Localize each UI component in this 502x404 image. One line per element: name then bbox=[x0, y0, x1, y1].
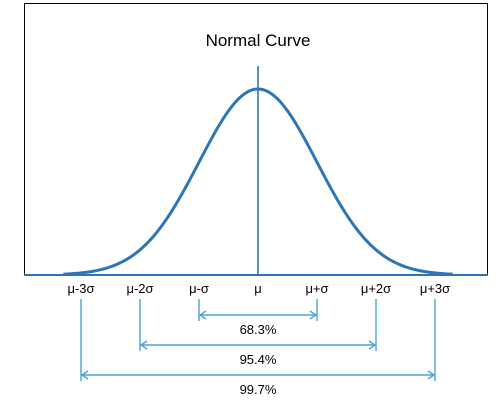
x-tick-label: μ+σ bbox=[305, 281, 328, 296]
interval-arrowhead-right bbox=[427, 370, 436, 380]
normal-curve-line bbox=[63, 87, 453, 276]
interval-bracket: 99.7% bbox=[80, 299, 436, 397]
interval-arrowhead-left bbox=[198, 310, 207, 320]
x-tick-labels: μ-3σ μ-2σ μ-σ μ μ+σ μ+2σ μ+3σ bbox=[67, 281, 450, 296]
x-tick-label: μ-3σ bbox=[67, 281, 94, 296]
interval-bracket: 95.4% bbox=[139, 299, 377, 367]
x-tick-label: μ+3σ bbox=[420, 281, 450, 296]
interval-brackets: 68.3% 95.4% 99.7% bbox=[80, 299, 436, 397]
chart-title: Normal Curve bbox=[206, 31, 311, 50]
interval-percent-label: 99.7% bbox=[240, 382, 277, 397]
interval-percent-label: 95.4% bbox=[240, 352, 277, 367]
interval-bracket: 68.3% bbox=[198, 299, 318, 337]
plot-frame bbox=[24, 3, 488, 276]
x-tick-label: μ-σ bbox=[189, 281, 209, 296]
interval-percent-label: 68.3% bbox=[240, 322, 277, 337]
x-tick-label: μ+2σ bbox=[361, 281, 391, 296]
x-tick-label: μ bbox=[254, 281, 262, 296]
interval-arrowhead-left bbox=[139, 340, 148, 350]
interval-arrowhead-right bbox=[368, 340, 377, 350]
x-tick-label: μ-2σ bbox=[126, 281, 153, 296]
interval-arrowhead-left bbox=[80, 370, 89, 380]
interval-arrowhead-right bbox=[309, 310, 318, 320]
